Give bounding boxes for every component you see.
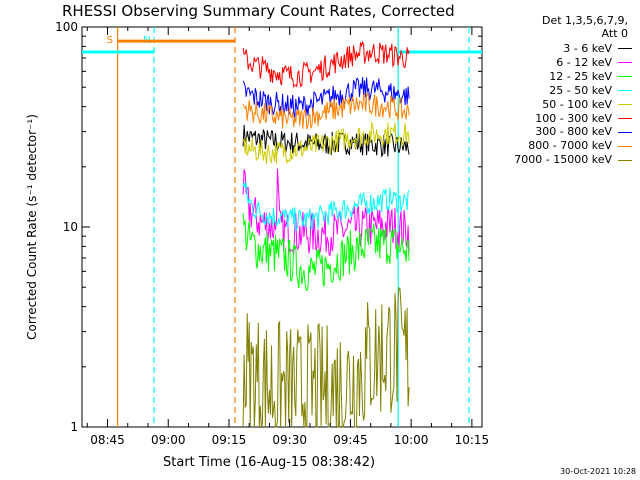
legend-label: 800 - 7000 keV — [528, 139, 612, 153]
y-tick-label: 1 — [70, 420, 78, 434]
x-tick-label: 09:30 — [272, 433, 307, 447]
legend-label: 7000 - 15000 keV — [514, 153, 612, 167]
series-line — [242, 286, 410, 428]
legend-label: 3 - 6 keV — [563, 42, 612, 55]
series-line — [242, 168, 410, 256]
legend-entry: 25 - 50 keV — [514, 84, 632, 98]
series-line — [242, 91, 410, 130]
legend-swatch — [618, 104, 632, 106]
legend-label: 100 - 300 keV — [535, 111, 612, 125]
legend-header: Det 1,3,5,6,7,9, Att 0 — [542, 14, 628, 40]
series-line — [242, 40, 410, 88]
legend-label: 50 - 100 keV — [542, 97, 612, 111]
legend-swatch — [618, 62, 632, 64]
legend: 3 - 6 keV 6 - 12 keV 12 - 25 keV 25 - 50 ke… — [514, 42, 632, 167]
plot-frame — [81, 26, 483, 428]
legend-swatch — [618, 145, 632, 147]
legend-label: 12 - 25 keV — [549, 69, 612, 83]
legend-header-attenuator: Att 0 — [601, 27, 628, 40]
legend-swatch — [618, 159, 632, 161]
chart-title: RHESSI Observing Summary Count Rates, Co… — [62, 2, 455, 20]
legend-label: 300 - 800 keV — [535, 125, 612, 139]
y-tick-label: 100 — [55, 20, 78, 34]
legend-label: 25 - 50 keV — [549, 83, 612, 97]
legend-header-detectors: Det 1,3,5,6,7,9, — [541, 14, 628, 27]
legend-entry: 6 - 12 keV — [514, 56, 632, 70]
legend-swatch — [618, 48, 632, 50]
legend-entry: 12 - 25 keV — [514, 70, 632, 84]
x-tick-label: 10:00 — [394, 433, 429, 447]
y-tick-label: 10 — [63, 220, 78, 234]
x-tick-label: 09:45 — [333, 433, 368, 447]
series-line — [242, 121, 410, 164]
legend-entry: 50 - 100 keV — [514, 98, 632, 112]
x-axis-label: Start Time (16-Aug-15 08:38:42) — [163, 455, 376, 470]
legend-swatch — [618, 76, 632, 78]
y-axis-label: Corrected Count Rate (s⁻¹ detector⁻¹) — [25, 114, 39, 340]
legend-swatch — [618, 117, 632, 119]
legend-entry: 100 - 300 keV — [514, 112, 632, 126]
legend-entry: 300 - 800 keV — [514, 125, 632, 139]
x-tick-label: 10:15 — [455, 433, 490, 447]
series-line — [242, 124, 410, 158]
legend-swatch — [618, 90, 632, 92]
x-tick-label: 08:45 — [90, 433, 125, 447]
x-tick-label: 09:15 — [212, 433, 247, 447]
legend-swatch — [618, 131, 632, 133]
series-line — [242, 77, 410, 118]
legend-label: 6 - 12 keV — [556, 55, 612, 69]
marker-label: S — [107, 35, 113, 46]
legend-entry: 7000 - 15000 keV — [514, 153, 632, 167]
x-tick-label: 09:00 — [151, 433, 186, 447]
series-line — [242, 213, 410, 292]
legend-entry: 3 - 6 keV — [514, 42, 632, 56]
series-line — [242, 182, 410, 233]
timestamp: 30-Oct-2021 10:28 — [560, 467, 636, 476]
legend-entry: 800 - 7000 keV — [514, 139, 632, 153]
